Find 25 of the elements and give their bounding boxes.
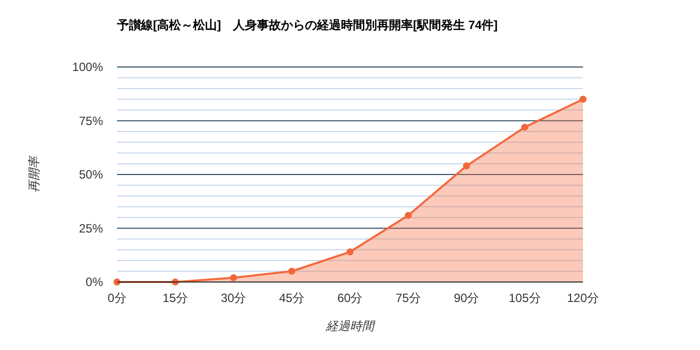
y-tick-label: 25% — [78, 221, 104, 236]
y-tick-label: 0% — [86, 275, 104, 289]
y-tick-label: 50% — [78, 168, 104, 182]
x-tick-label: 105分 — [508, 291, 541, 305]
point — [230, 274, 237, 282]
point — [346, 248, 354, 256]
x-tick-label: 45分 — [279, 291, 304, 305]
x-tick-label: 0分 — [108, 291, 126, 305]
x-tick-label: 75分 — [396, 291, 421, 305]
point — [521, 124, 528, 131]
point — [463, 162, 470, 170]
chart-title: 予讃線[高松～松山] 人身事故からの経過時間別再開率[駅間発生 74件] — [116, 18, 498, 32]
y-tick-label: 100% — [72, 60, 104, 74]
x-axis-title: 経過時間 — [325, 319, 376, 333]
point — [114, 278, 120, 286]
point — [580, 96, 586, 103]
x-tick-label: 30分 — [220, 291, 246, 305]
y-tick-label: 75% — [78, 114, 104, 128]
point — [288, 268, 296, 275]
x-tick-label: 120分 — [566, 291, 600, 305]
x-tick-label: 90分 — [454, 291, 480, 305]
y-axis-title: 再開率 — [27, 154, 41, 192]
x-tick-label: 60分 — [337, 291, 363, 305]
x-tick-label: 15分 — [162, 291, 188, 305]
point — [404, 212, 412, 219]
